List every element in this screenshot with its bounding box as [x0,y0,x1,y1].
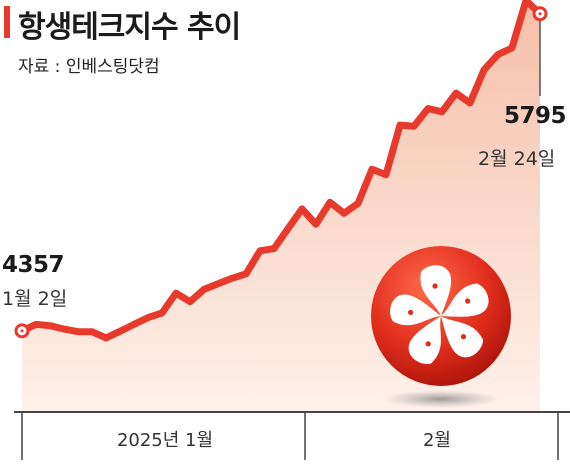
bauhinia-petal-5 [390,294,441,326]
data-point-30 [440,110,444,114]
bauhinia-star-1 [432,283,438,289]
bauhinia-star-3 [460,334,467,340]
data-point-14 [216,282,220,286]
data-point-20 [300,207,304,211]
title-accent-bar [4,6,10,38]
bauhinia-star-5 [408,309,414,316]
data-point-5 [90,330,94,334]
data-point-0 [20,329,24,333]
data-point-3 [62,327,66,331]
data-point-15 [230,276,234,280]
bauhinia-star-4 [425,341,431,347]
data-point-17 [258,249,262,253]
data-point-34 [496,53,500,57]
data-point-9 [146,316,150,320]
bauhinia-petal-1 [420,265,452,316]
data-point-19 [286,227,290,231]
data-point-7 [118,329,122,333]
data-point-22 [328,200,332,204]
bauhinia-petal-4 [408,316,441,364]
data-point-26 [384,173,388,177]
data-point-31 [454,91,458,95]
chart-title: 항생테크지수 추이 [18,10,241,45]
start-date-label: 1월 2일 [2,288,68,310]
bauhinia-petal-2 [441,283,489,317]
data-point-36 [524,0,528,2]
data-point-11 [174,291,178,295]
data-point-10 [160,311,164,315]
chart-source: 자료 : 인베스팅닷컴 [18,57,160,77]
data-point-27 [398,123,402,127]
data-point-25 [370,167,374,171]
data-point-2 [48,324,52,328]
data-point-28 [412,124,416,128]
hong-kong-flag-emblem [371,246,511,408]
data-point-18 [272,247,276,251]
start-value-label: 4357 [2,252,65,278]
data-point-4 [76,330,80,334]
bauhinia-star-2 [465,298,471,304]
data-point-29 [426,107,430,111]
data-point-1 [34,322,38,326]
data-point-13 [202,287,206,291]
series-line [18,0,544,342]
data-point-6 [104,336,108,340]
data-point-16 [244,272,248,276]
data-point-23 [342,211,346,215]
data-point-32 [468,101,472,105]
end-date-label: 2월 24일 [478,148,556,170]
data-point-12 [188,300,192,304]
data-point-21 [314,222,318,226]
data-point-24 [356,201,360,205]
data-point-33 [482,68,486,72]
data-point-37 [538,12,542,16]
x-tick-label-jan: 2025년 1월 [117,430,213,451]
emblem-shadow [383,390,499,408]
data-point-35 [510,46,514,50]
bauhinia-flower-icon [390,265,489,364]
data-point-8 [132,322,136,326]
end-value-label: 5795 [504,103,567,129]
x-tick-label-feb: 2월 [423,430,451,451]
